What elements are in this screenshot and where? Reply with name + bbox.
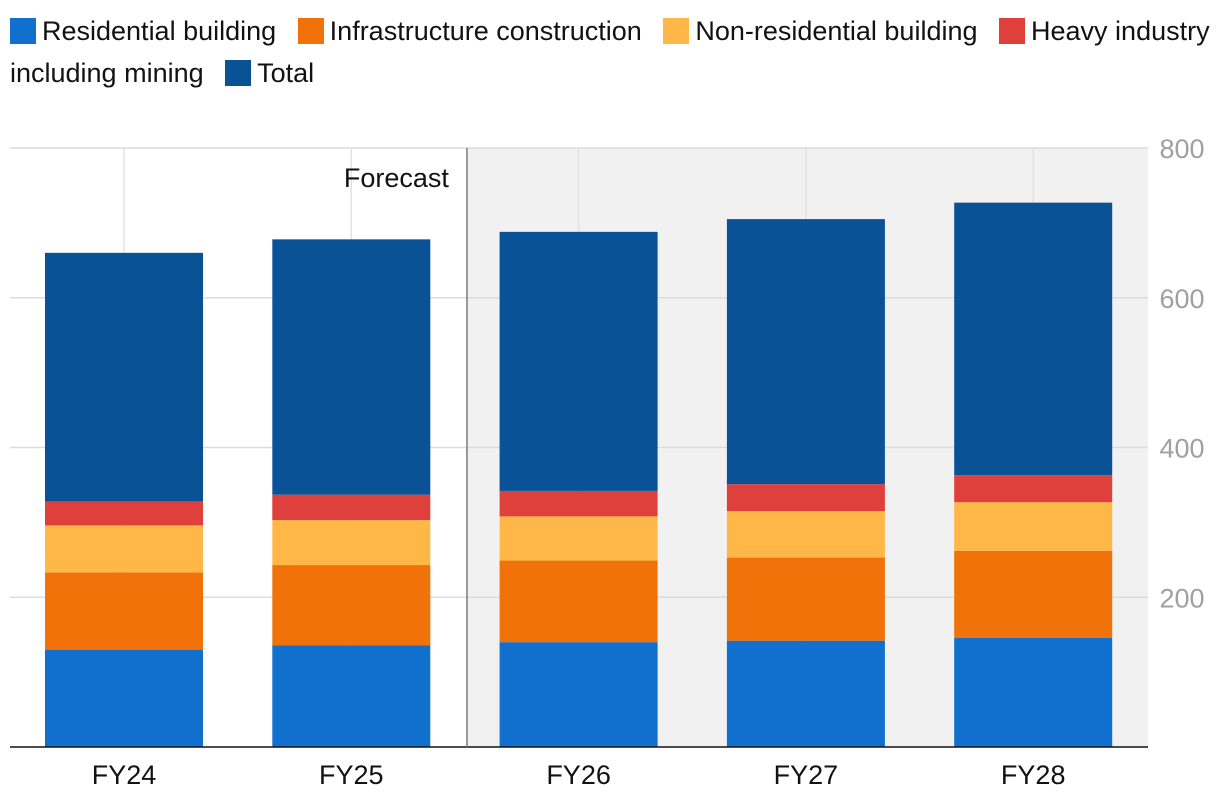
y-tick-label: 800 [1159, 134, 1204, 164]
bar-infrastructure-construction-fy26 [499, 560, 658, 643]
bar-total-fy25 [272, 239, 431, 495]
legend-item-heavy-industry-including-mining: Heavy industry including mining [10, 16, 1210, 88]
bar-residential-building-fy27 [726, 640, 885, 747]
legend-label: Heavy industry including mining [10, 16, 1210, 88]
x-tick-label: FY27 [774, 760, 839, 790]
bar-total-fy27 [726, 219, 885, 485]
bar-non-residential-building-fy24 [45, 525, 203, 573]
legend: Residential building Infrastructure cons… [10, 10, 1210, 94]
x-tick-label: FY24 [92, 760, 157, 790]
legend-item-infrastructure-construction: Infrastructure construction [297, 16, 642, 46]
x-tick-label: FY28 [1001, 760, 1066, 790]
legend-swatch [663, 18, 690, 44]
bar-non-residential-building-fy25 [272, 520, 431, 566]
bar-residential-building-fy25 [272, 645, 431, 747]
bar-heavy-industry-including-mining-fy27 [726, 484, 885, 512]
forecast-label: Forecast [344, 163, 450, 193]
y-tick-label: 400 [1159, 434, 1204, 464]
legend-swatch [10, 18, 36, 44]
bar-residential-building-fy28 [954, 637, 1113, 747]
legend-item-total: Total [225, 58, 314, 88]
bars [45, 202, 1113, 747]
legend-item-residential-building: Residential building [10, 16, 276, 46]
legend-item-non-residential-building: Non-residential building [663, 16, 978, 46]
bar-infrastructure-construction-fy24 [45, 572, 203, 650]
legend-swatch [999, 18, 1026, 44]
bar-total-fy26 [499, 231, 658, 491]
bar-infrastructure-construction-fy27 [726, 557, 885, 641]
y-tick-label: 200 [1159, 583, 1204, 613]
bar-heavy-industry-including-mining-fy24 [45, 501, 203, 526]
bar-heavy-industry-including-mining-fy25 [272, 494, 431, 521]
bar-non-residential-building-fy28 [954, 502, 1113, 551]
legend-label: Infrastructure construction [329, 16, 642, 46]
y-axis: 200 400 600 800 [1159, 134, 1204, 613]
bar-residential-building-fy24 [45, 649, 203, 747]
bar-infrastructure-construction-fy28 [954, 550, 1113, 638]
legend-label: Residential building [42, 16, 277, 46]
bar-heavy-industry-including-mining-fy26 [499, 490, 658, 517]
legend-swatch [225, 60, 252, 86]
bar-non-residential-building-fy27 [726, 511, 885, 558]
bar-infrastructure-construction-fy25 [272, 565, 431, 646]
x-tick-label: FY26 [546, 760, 611, 790]
legend-swatch [297, 18, 324, 44]
bar-heavy-industry-including-mining-fy28 [954, 475, 1113, 503]
bar-total-fy28 [954, 202, 1113, 476]
legend-label: Non-residential building [695, 16, 978, 46]
bar-non-residential-building-fy26 [499, 516, 658, 561]
x-tick-label: FY25 [319, 760, 384, 790]
bar-total-fy24 [45, 252, 203, 502]
y-tick-label: 600 [1159, 284, 1204, 314]
legend-label: Total [257, 58, 315, 88]
x-axis: FY24 FY25 FY26 FY27 FY28 [92, 760, 1066, 790]
bar-residential-building-fy26 [499, 642, 658, 747]
